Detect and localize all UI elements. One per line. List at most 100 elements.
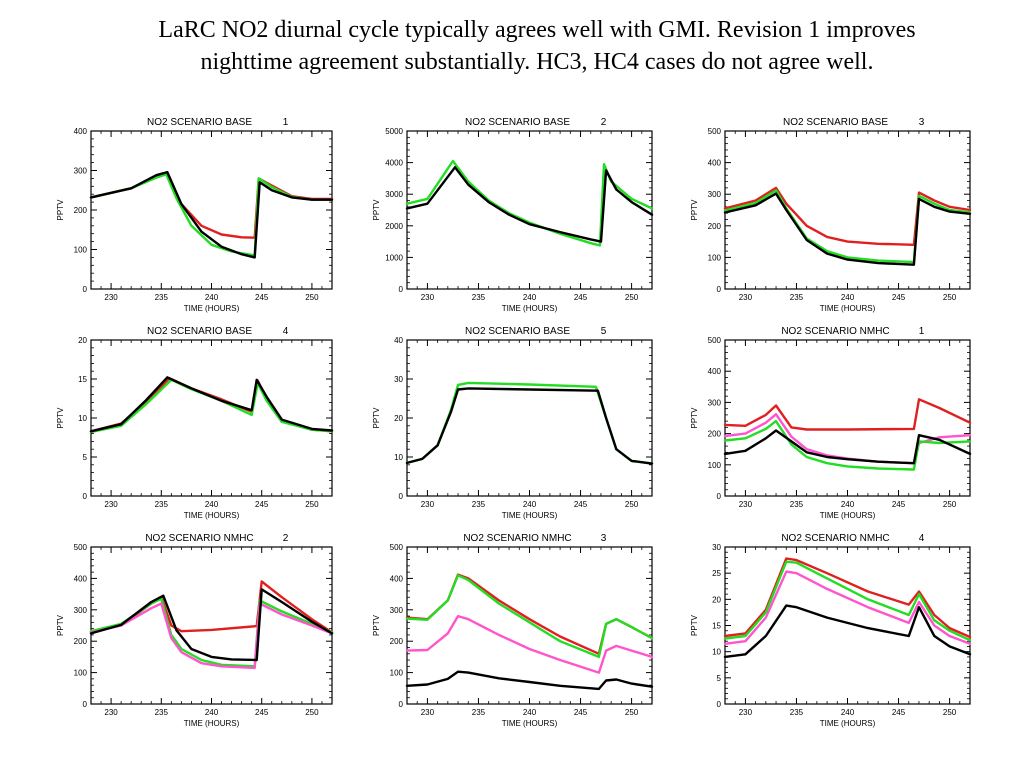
x-tick-label: 245 <box>574 708 588 717</box>
x-tick-label: 230 <box>421 500 435 509</box>
y-tick-label: 300 <box>390 606 404 615</box>
x-tick-label: 230 <box>104 708 118 717</box>
series-line-red <box>723 557 972 639</box>
x-tick-label: 235 <box>155 708 169 717</box>
x-tick-label: 245 <box>892 500 906 509</box>
chart-title-number: 1 <box>283 117 289 128</box>
series-line-green <box>723 189 972 264</box>
x-axis-label: TIME (HOURS) <box>820 511 876 520</box>
y-tick-label: 20 <box>712 595 721 604</box>
x-tick-label: 245 <box>255 708 269 717</box>
series-line-black <box>89 170 334 259</box>
y-tick-label: 400 <box>390 574 404 583</box>
x-tick-label: 230 <box>104 293 118 302</box>
y-tick-label: 400 <box>708 159 722 168</box>
x-tick-label: 235 <box>472 708 486 717</box>
x-tick-label: 240 <box>523 500 537 509</box>
y-axis-label: PPTV <box>56 407 65 429</box>
y-tick-label: 5000 <box>385 127 403 136</box>
chart-title: NO2 SCENARIO NMHC <box>463 533 571 544</box>
chart-title: NO2 SCENARIO NMHC <box>781 326 889 337</box>
series-line-red <box>89 580 334 634</box>
x-tick-label: 230 <box>421 708 435 717</box>
x-tick-label: 250 <box>305 708 319 717</box>
y-tick-label: 30 <box>712 543 721 552</box>
series-line-green <box>405 381 654 465</box>
chart-title-number: 5 <box>601 326 607 337</box>
chart-title: NO2 SCENARIO BASE <box>147 326 252 337</box>
chart-panel-4: 230 235 240 245 250 0 5 10 15 20 NO2 SCENARIO BASE… <box>56 326 334 520</box>
x-tick-label: 230 <box>739 500 753 509</box>
y-tick-label: 200 <box>708 430 722 439</box>
series-line-green <box>723 560 972 642</box>
y-tick-label: 1000 <box>385 253 403 262</box>
chart-panel-2: 230 235 240 245 250 0 1000 2000 3000 4000 5000 NO2 … <box>372 117 654 313</box>
x-tick-label: 245 <box>255 293 269 302</box>
x-tick-label: 235 <box>155 500 169 509</box>
y-axis-label: PPTV <box>690 407 699 429</box>
y-axis-label: PPTV <box>372 199 381 221</box>
plot-frame <box>724 130 971 290</box>
plot-frame <box>406 130 653 290</box>
chart-title-number: 2 <box>601 117 607 128</box>
series-line-red <box>89 172 334 239</box>
chart-title: NO2 SCENARIO NMHC <box>145 533 253 544</box>
y-tick-label: 25 <box>712 569 721 578</box>
x-axis-label: TIME (HOURS) <box>502 304 558 313</box>
x-axis-label: TIME (HOURS) <box>184 719 240 728</box>
y-tick-label: 0 <box>83 285 88 294</box>
y-tick-label: 500 <box>390 543 404 552</box>
x-tick-label: 250 <box>625 293 639 302</box>
y-tick-label: 5 <box>83 453 88 462</box>
x-tick-label: 230 <box>104 500 118 509</box>
x-tick-label: 235 <box>790 500 804 509</box>
x-tick-label: 245 <box>255 500 269 509</box>
y-tick-label: 300 <box>74 606 88 615</box>
y-tick-label: 500 <box>708 336 722 345</box>
y-tick-label: 100 <box>708 461 722 470</box>
y-tick-label: 500 <box>74 543 88 552</box>
x-tick-label: 250 <box>943 500 957 509</box>
x-tick-label: 245 <box>574 500 588 509</box>
chart-panel-8: 230 235 240 245 250 0 100 200 300 400 500 NO2 SCENA… <box>372 533 654 728</box>
chart-title-number: 1 <box>919 326 925 337</box>
chart-panel-1: 230 235 240 245 250 0 100 200 300 400 NO2 SCENARIO… <box>56 117 334 313</box>
series-line-red <box>723 186 972 247</box>
x-axis-label: TIME (HOURS) <box>502 719 558 728</box>
y-tick-label: 20 <box>78 336 87 345</box>
chart-panel-6: 230 235 240 245 250 0 100 200 300 400 500 NO2 SCENA… <box>690 326 972 520</box>
chart-title: NO2 SCENARIO BASE <box>783 117 888 128</box>
x-tick-label: 230 <box>739 708 753 717</box>
y-tick-label: 0 <box>399 285 404 294</box>
x-tick-label: 250 <box>625 708 639 717</box>
y-tick-label: 15 <box>78 375 87 384</box>
y-tick-label: 10 <box>394 453 403 462</box>
y-tick-label: 200 <box>708 222 722 231</box>
x-tick-label: 230 <box>739 293 753 302</box>
y-tick-label: 200 <box>74 637 88 646</box>
chart-title-number: 3 <box>601 533 607 544</box>
x-tick-label: 250 <box>943 708 957 717</box>
chart-panel-9: 230 235 240 245 250 0 5 10 15 20 25 30 NO2 SCENARIO … <box>690 533 972 728</box>
x-tick-label: 250 <box>943 293 957 302</box>
x-tick-label: 240 <box>205 708 219 717</box>
y-tick-label: 0 <box>717 492 722 501</box>
chart-panel-7: 230 235 240 245 250 0 100 200 300 400 500 NO2 SCENA… <box>56 533 334 728</box>
x-tick-label: 245 <box>892 293 906 302</box>
plot-frame <box>406 339 653 497</box>
y-axis-label: PPTV <box>690 614 699 636</box>
y-axis-label: PPTV <box>56 199 65 221</box>
y-tick-label: 100 <box>390 669 404 678</box>
y-axis-label: PPTV <box>56 614 65 636</box>
series-line-black <box>723 604 972 659</box>
chart-title-number: 3 <box>919 117 925 128</box>
x-tick-label: 250 <box>305 500 319 509</box>
chart-title: NO2 SCENARIO BASE <box>465 326 570 337</box>
x-tick-label: 235 <box>790 708 804 717</box>
series-line-green <box>405 574 654 659</box>
series-line-red <box>405 573 654 655</box>
y-axis-label: PPTV <box>372 407 381 429</box>
x-tick-label: 245 <box>574 293 588 302</box>
chart-title-number: 4 <box>919 533 925 544</box>
